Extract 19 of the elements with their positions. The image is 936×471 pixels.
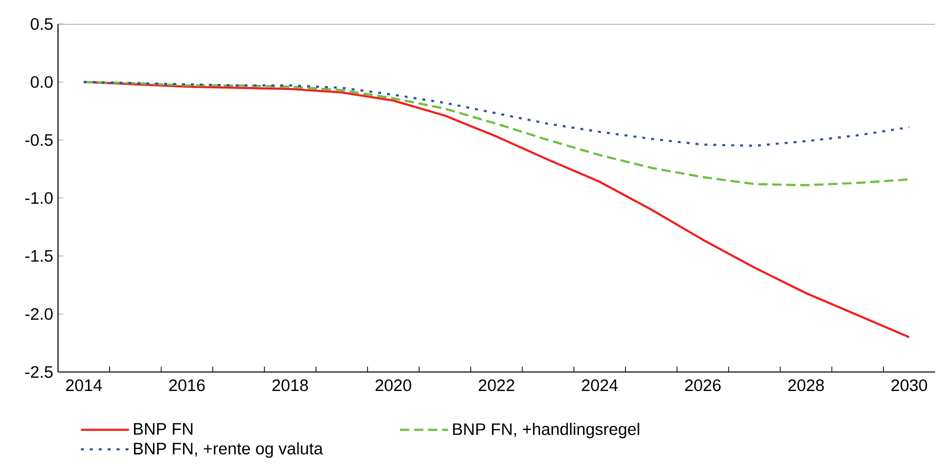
y-tick-label: -2.5 <box>25 366 53 378</box>
legend-label: BNP FN, +rente og valuta <box>134 442 323 458</box>
x-tick-label: 2026 <box>685 379 721 392</box>
x-tick-label: 2016 <box>169 379 205 392</box>
legend-label: BNP FN, +handlingsregel <box>453 422 640 438</box>
x-tick-label: 2030 <box>892 379 928 392</box>
x-tick-label: 2022 <box>478 379 514 392</box>
y-tick-label: -1.5 <box>25 250 53 262</box>
x-tick-label: 2028 <box>788 379 824 392</box>
x-tick-label: 2014 <box>66 379 102 392</box>
y-tick-label: 0.0 <box>30 76 53 88</box>
legend-label: BNP FN <box>134 423 192 435</box>
x-tick-label: 2018 <box>272 379 308 392</box>
x-tick-label: 2024 <box>582 379 618 392</box>
x-tick-label: 2020 <box>376 379 412 392</box>
y-tick-label: 0.5 <box>30 18 53 30</box>
y-tick-label: -1.0 <box>25 192 53 204</box>
y-tick-label: -0.5 <box>25 134 53 146</box>
y-tick-label: -2.0 <box>25 308 53 320</box>
